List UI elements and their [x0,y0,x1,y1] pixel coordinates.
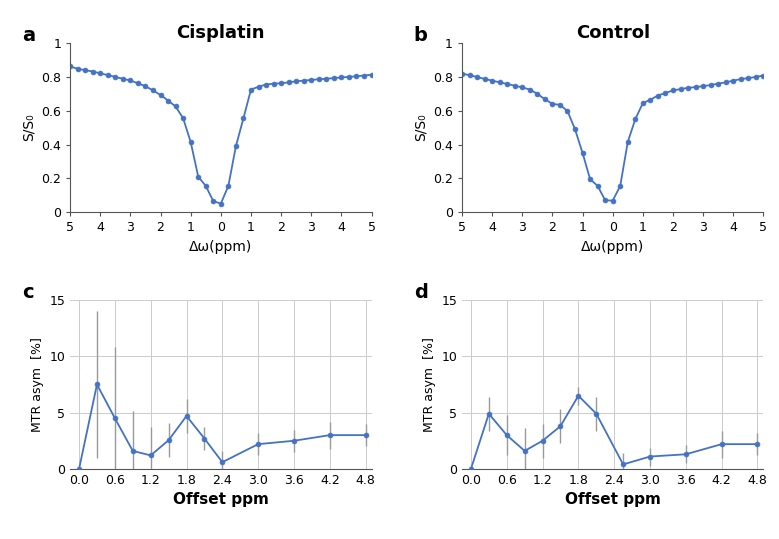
Text: d: d [414,283,428,302]
X-axis label: Δω(ppm): Δω(ppm) [581,240,644,254]
X-axis label: Δω(ppm): Δω(ppm) [189,240,252,254]
Text: a: a [22,26,35,45]
Title: Cisplatin: Cisplatin [177,24,265,42]
X-axis label: Offset ppm: Offset ppm [173,492,269,507]
Y-axis label: S/S₀: S/S₀ [414,114,428,141]
Y-axis label: S/S₀: S/S₀ [22,114,36,141]
Title: Control: Control [576,24,650,42]
Text: c: c [22,283,33,302]
Y-axis label: MTR asym  [%]: MTR asym [%] [31,337,44,432]
Text: b: b [414,26,428,45]
Y-axis label: MTR asym  [%]: MTR asym [%] [423,337,435,432]
X-axis label: Offset ppm: Offset ppm [565,492,661,507]
